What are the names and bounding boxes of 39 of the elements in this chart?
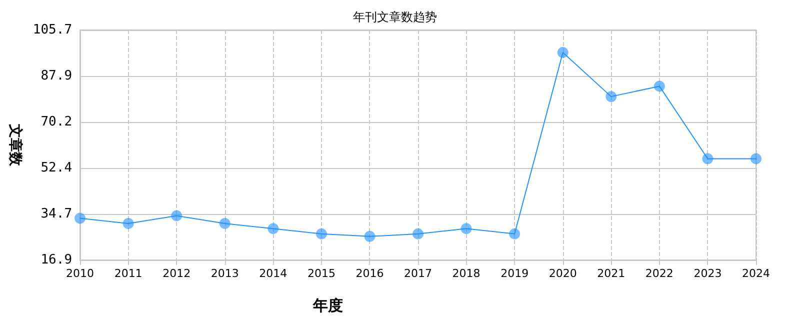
x-tick-label: 2021 (597, 267, 626, 280)
point (509, 228, 520, 240)
y-tick-label: 16.9 (40, 252, 72, 268)
x-tick-label: 2013 (210, 267, 239, 280)
x-tick-label: 2023 (694, 267, 722, 280)
point (219, 218, 230, 229)
y-tick-label: 105.7 (32, 22, 72, 38)
x-axis-title: 年度 (312, 296, 344, 314)
point (74, 212, 86, 224)
x-tick-label: 2011 (114, 267, 142, 280)
point (171, 210, 182, 222)
point (316, 228, 327, 240)
y-tick-label: 70.2 (40, 114, 72, 130)
x-tick-label: 2019 (500, 267, 529, 280)
y-tick-label: 52.4 (40, 160, 72, 176)
y-tick-label: 34.7 (40, 206, 72, 222)
x-tick-label: 2024 (742, 267, 770, 280)
x-tick-label: 2018 (452, 267, 480, 280)
point (702, 153, 714, 164)
x-tick-label: 2014 (259, 267, 288, 280)
point (268, 223, 279, 234)
x-tick-label: 2022 (645, 267, 674, 280)
point (412, 228, 424, 240)
chart-title: 年刊文章数趋势 (353, 10, 437, 24)
point (122, 218, 134, 229)
point (557, 47, 568, 58)
point (606, 91, 617, 102)
x-tick-label: 2016 (356, 267, 384, 280)
y-tick-label: 87.9 (40, 68, 72, 84)
point (460, 223, 472, 234)
x-tick-label: 2010 (66, 267, 94, 280)
y-axis-title: 文章数 (7, 123, 24, 167)
point (654, 80, 665, 92)
x-tick-label: 2017 (404, 267, 432, 280)
x-tick-label: 2015 (307, 267, 336, 280)
x-tick-label: 2020 (548, 267, 577, 280)
point (364, 230, 376, 242)
point (750, 153, 762, 164)
x-tick-label: 2012 (162, 267, 191, 280)
